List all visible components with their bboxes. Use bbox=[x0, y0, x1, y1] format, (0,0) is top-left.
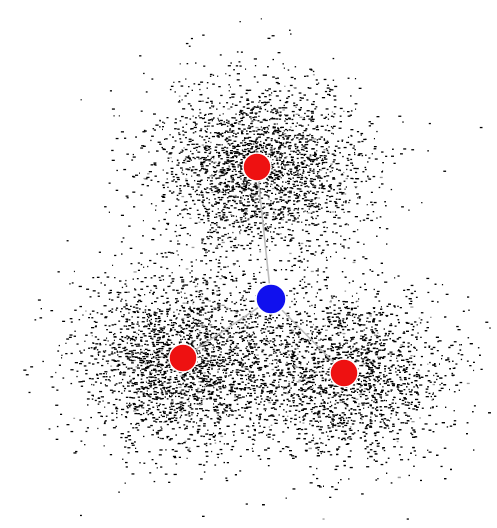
scatter-point-cloud bbox=[23, 18, 491, 520]
edge-to-top-node bbox=[256, 166, 272, 300]
edge-to-left-node bbox=[182, 298, 272, 359]
nodes bbox=[168, 152, 359, 388]
edge-to-right-node bbox=[270, 298, 345, 374]
outer-node-left bbox=[168, 343, 198, 373]
edges bbox=[182, 166, 345, 374]
center-node bbox=[255, 283, 287, 315]
outer-node-right bbox=[329, 358, 359, 388]
outer-node-top bbox=[242, 152, 272, 182]
